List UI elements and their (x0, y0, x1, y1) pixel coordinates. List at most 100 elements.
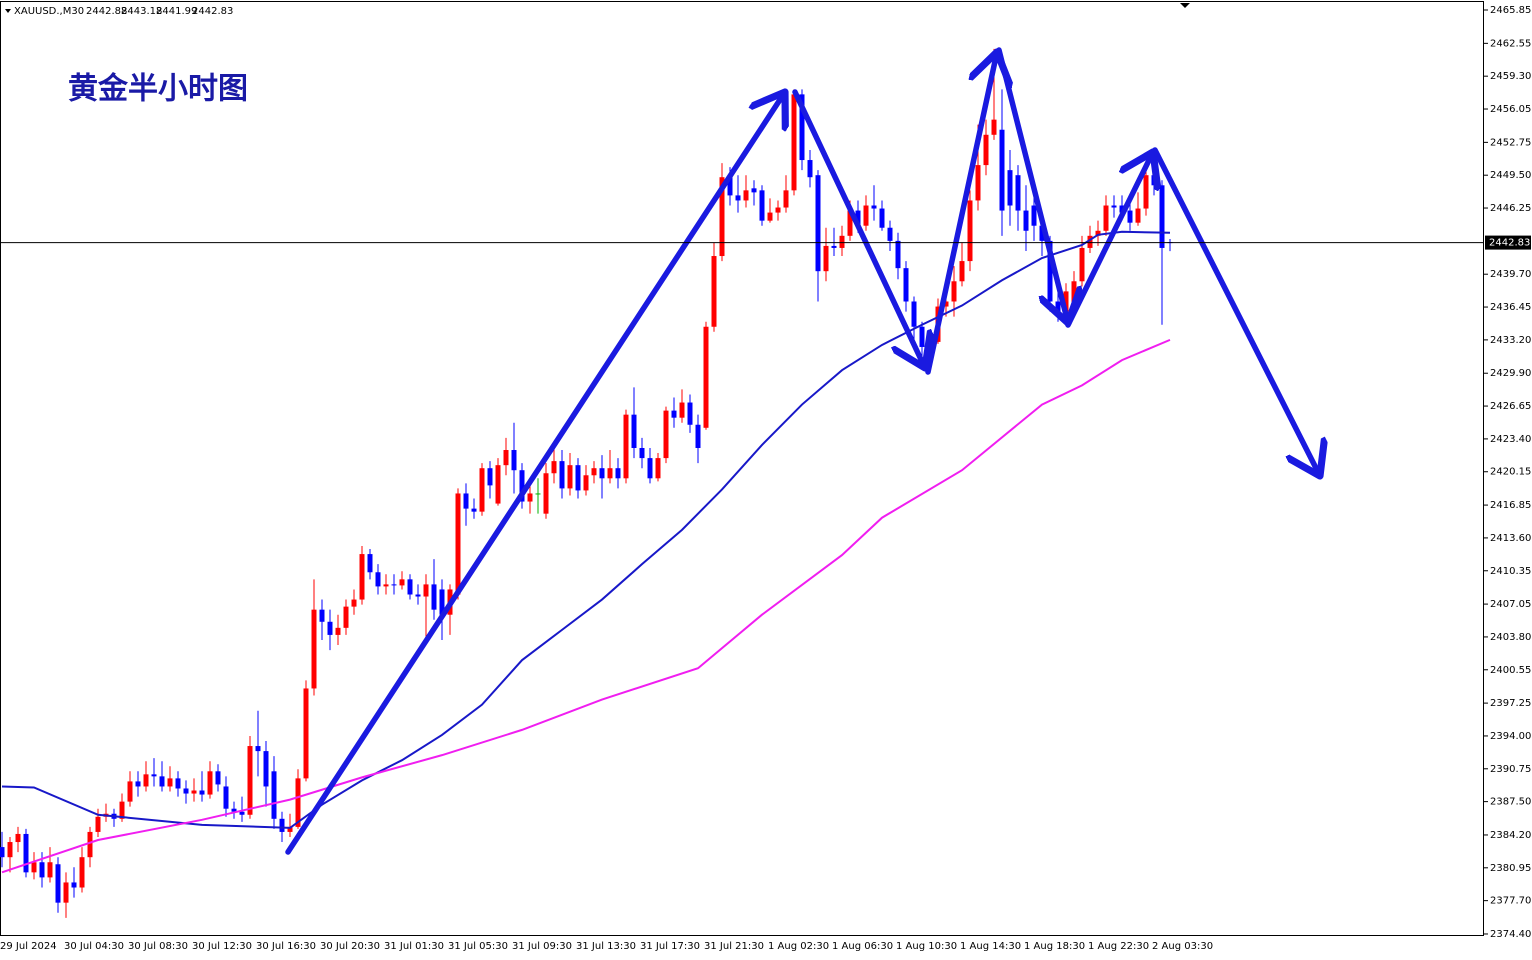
y-tick-label: 2410.35 (1490, 566, 1531, 577)
candle-body (895, 240, 901, 269)
candle-body (615, 468, 621, 479)
x-tick-label: 30 Jul 04:30 (64, 941, 124, 952)
candle-body (175, 778, 181, 789)
candle-body (519, 470, 525, 502)
header-close: 2442.83 (192, 6, 233, 17)
candle-body (967, 200, 973, 262)
candle-body (815, 175, 821, 272)
candle-body (535, 493, 541, 495)
candle-body (767, 212, 773, 221)
y-tick-label: 2397.25 (1490, 698, 1531, 709)
candle-body (1079, 247, 1085, 282)
candle-body (567, 465, 573, 489)
moving-average (1, 230, 1171, 829)
moving-average (1, 338, 1171, 874)
candle-body (863, 205, 869, 226)
candle-body (151, 774, 157, 777)
candle-body (623, 414, 629, 479)
price-label-box (1485, 235, 1531, 250)
x-tick-label: 1 Aug 18:30 (1024, 941, 1085, 952)
x-tick-label: 29 Jul 2024 (0, 941, 57, 952)
candle-body (831, 245, 837, 248)
candle-body (999, 129, 1005, 211)
candle-body (855, 210, 861, 226)
arrow (285, 92, 785, 855)
candle-body (695, 424, 701, 448)
y-tick-label: 2465.85 (1490, 5, 1531, 16)
candle-body (511, 450, 517, 471)
candle-body (7, 842, 13, 858)
candle-body (471, 508, 477, 512)
candle-body (279, 818, 285, 832)
candle-body (687, 402, 693, 425)
candle-body (839, 235, 845, 248)
y-tick-label: 2446.25 (1490, 203, 1531, 214)
y-tick-label: 2387.50 (1490, 797, 1531, 808)
price-label: 2442.83 (1489, 238, 1530, 249)
candle-body (983, 134, 989, 166)
candle-body (543, 473, 549, 514)
candle-body (223, 786, 229, 809)
candle-body (231, 808, 237, 812)
x-tick-label: 1 Aug 22:30 (1088, 941, 1149, 952)
y-tick-label: 2436.45 (1490, 302, 1531, 313)
y-tick-label: 2462.55 (1490, 38, 1531, 49)
x-tick-label: 31 Jul 01:30 (384, 941, 444, 952)
candle-body (783, 190, 789, 208)
candle-body (639, 447, 645, 459)
candle-body (527, 493, 533, 502)
candle-body (1031, 205, 1037, 226)
candle-body (47, 862, 53, 878)
candle-body (55, 864, 61, 903)
y-tick-label: 2413.60 (1490, 533, 1531, 544)
candle-body (679, 402, 685, 418)
candle-body (383, 584, 389, 587)
candle-body (911, 301, 917, 327)
candle-body (359, 554, 365, 600)
candle-body (303, 688, 309, 779)
candle-body (727, 177, 733, 196)
candle-body (959, 261, 965, 282)
x-tick-label: 30 Jul 12:30 (192, 941, 252, 952)
header-symbol: XAUUSD.,M30 (14, 6, 84, 17)
candle-body (143, 774, 149, 787)
y-tick-label: 2420.15 (1490, 467, 1531, 478)
x-tick-label: 1 Aug 10:30 (896, 941, 957, 952)
candle-body (655, 458, 661, 479)
candle-body (31, 862, 37, 873)
candle-body (1055, 301, 1061, 312)
y-tick-label: 2380.95 (1490, 863, 1531, 874)
candle-body (399, 579, 405, 586)
x-tick-label: 30 Jul 20:30 (320, 941, 380, 952)
candle-body (919, 326, 925, 347)
candle-body (759, 190, 765, 221)
candle-body (39, 862, 45, 878)
candle-body (607, 468, 613, 479)
candle-body (599, 468, 605, 479)
candle-body (199, 790, 205, 795)
arrow (792, 89, 925, 368)
candle-body (991, 119, 997, 135)
candle-body (367, 554, 373, 573)
candle-body (1047, 240, 1053, 302)
candle-body (575, 465, 581, 491)
candle-body (95, 816, 101, 832)
candle-body (407, 579, 413, 595)
candle-body (1135, 208, 1141, 223)
candle-body (391, 584, 397, 586)
x-tick-label: 1 Aug 14:30 (960, 941, 1021, 952)
candle-body (943, 301, 949, 307)
candle-body (583, 475, 589, 491)
y-tick-label: 2407.05 (1490, 599, 1531, 610)
y-tick-label: 2452.75 (1490, 137, 1531, 148)
candle-body (255, 746, 261, 752)
x-tick-label: 1 Aug 02:30 (768, 941, 829, 952)
candle-body (119, 801, 125, 819)
candle-body (87, 831, 93, 858)
y-tick-label: 2400.55 (1490, 665, 1531, 676)
candle-body (871, 205, 877, 209)
candle-body (215, 771, 221, 785)
candle-body (551, 461, 557, 474)
